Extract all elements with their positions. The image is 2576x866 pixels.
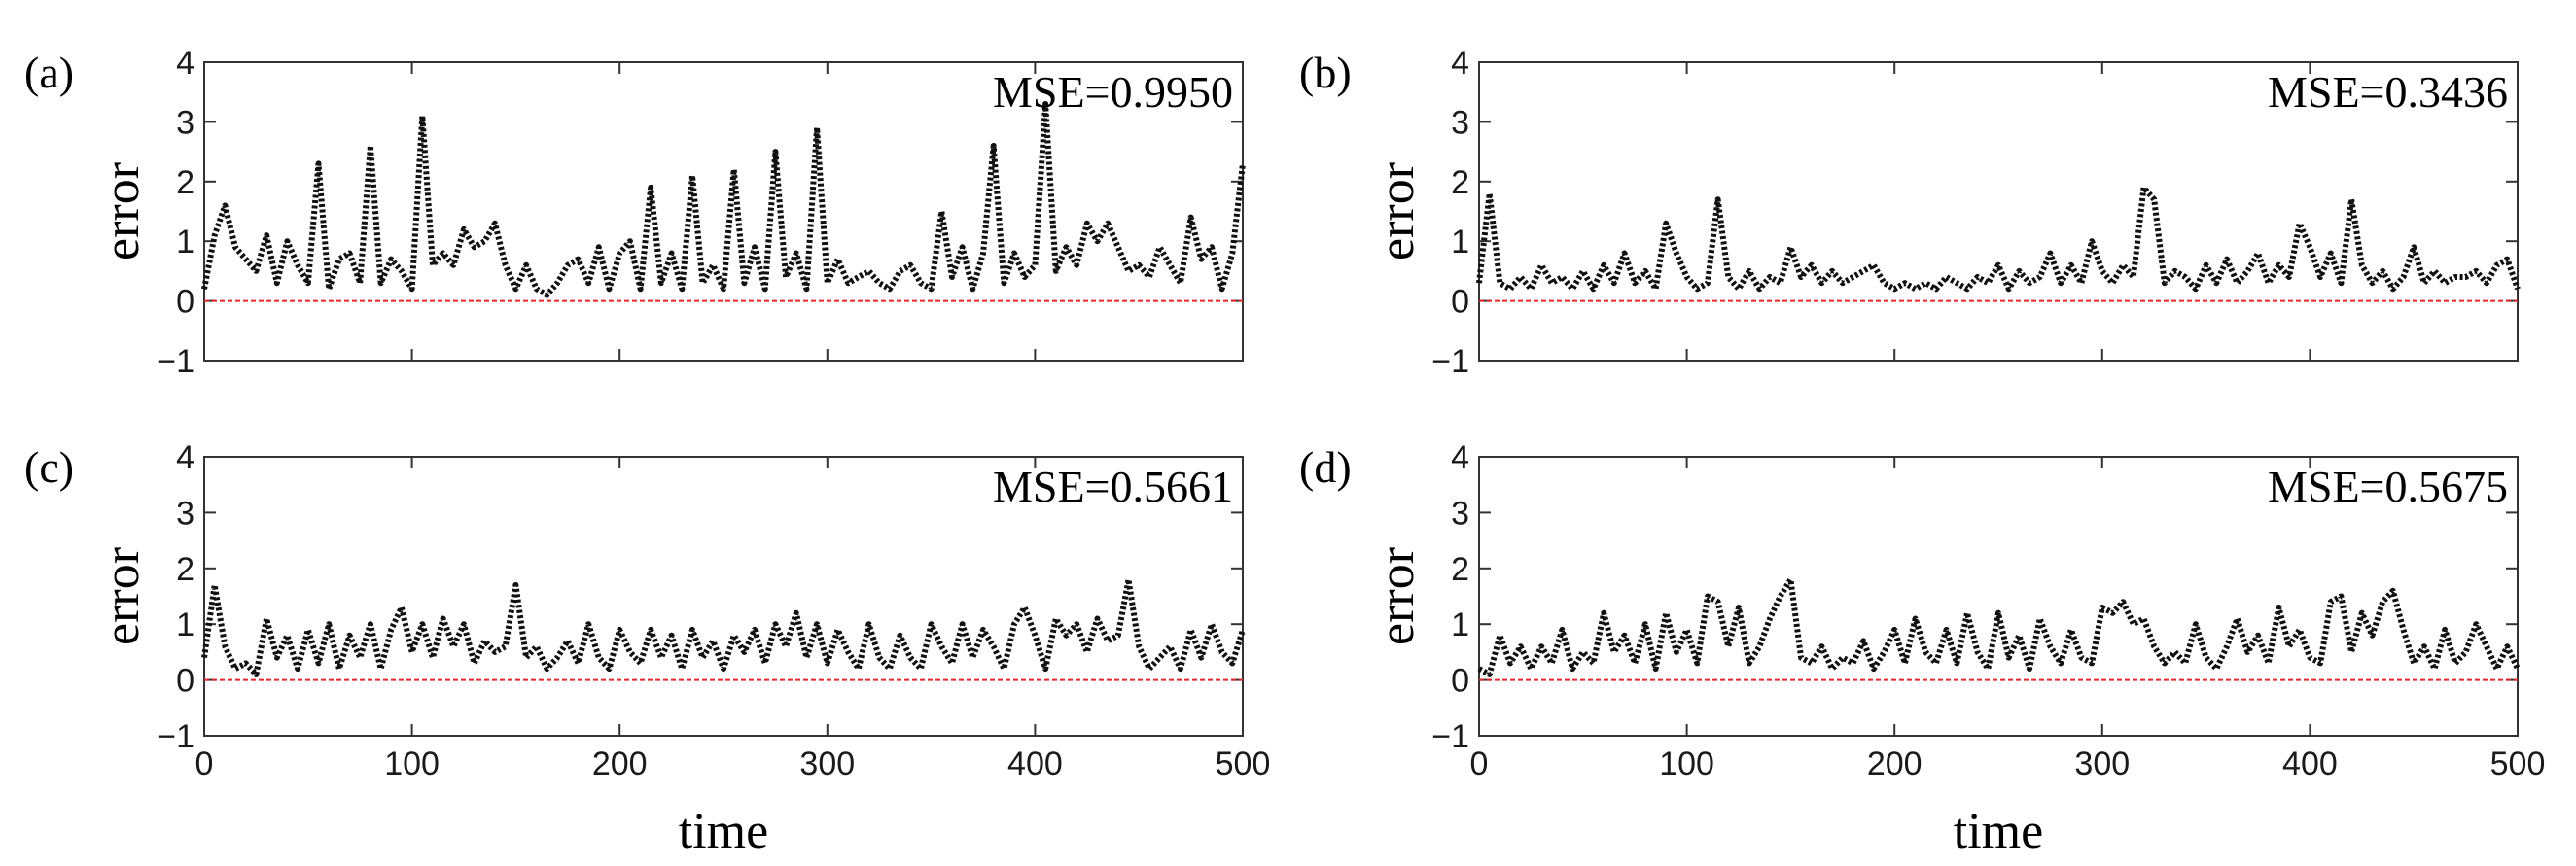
x-tick-label: 200: [592, 745, 648, 782]
panel-a: 4 3 2 1 0 −1 (a) MSE=0.9950 error: [24, 45, 1246, 380]
mse-annotation: MSE=0.9950: [993, 67, 1233, 117]
y-tick-label: 2: [1451, 164, 1469, 201]
series-line-error: [1476, 184, 2521, 293]
mse-annotation: MSE=0.5661: [993, 462, 1233, 511]
axes-frame: [203, 61, 1244, 362]
x-tick-label: 500: [2490, 745, 2546, 782]
y-tick-label: 1: [1451, 224, 1469, 260]
y-tick-label: 1: [176, 224, 194, 260]
y-axis-label: error: [1369, 162, 1425, 260]
y-tick-label: 3: [1451, 104, 1469, 141]
x-tick-label: 100: [384, 745, 440, 782]
axes-frame: [1478, 456, 2519, 737]
y-axis-label: error: [94, 162, 150, 260]
panel-label: (d): [1299, 442, 1352, 492]
axes-frame: [1478, 61, 2519, 362]
panel-label: (b): [1299, 48, 1352, 97]
panel-b: 4 3 2 1 0 −1 (b) MSE=0.3436 error: [1299, 45, 2521, 380]
y-tick-label: 3: [1451, 495, 1469, 532]
y-tick-label: 2: [176, 164, 194, 201]
y-tick-label: 4: [1451, 439, 1469, 476]
axes-frame: [203, 456, 1244, 737]
x-axis-label: time: [1954, 804, 2043, 859]
y-tick-label: 1: [176, 606, 194, 643]
y-tick-label: 2: [1451, 551, 1469, 588]
y-tick-label: −1: [157, 343, 194, 380]
x-tick-label: 400: [2282, 745, 2338, 782]
x-axis-label: time: [679, 804, 768, 859]
y-tick-label: 4: [176, 439, 194, 476]
series-line-error: [1477, 576, 2521, 677]
y-tick-label: 0: [1451, 663, 1469, 700]
x-tick-label: 0: [1470, 745, 1489, 782]
y-axis-label: error: [1369, 547, 1425, 645]
mse-annotation: MSE=0.3436: [2268, 67, 2508, 117]
mse-annotation: MSE=0.5675: [2268, 462, 2508, 511]
y-tick-label: 3: [176, 104, 194, 141]
y-tick-label: 2: [176, 551, 194, 588]
panel-label: (c): [24, 442, 74, 492]
y-tick-label: 1: [1451, 606, 1469, 643]
y-tick-label: −1: [1431, 718, 1469, 755]
y-tick-label: 3: [176, 495, 194, 532]
x-tick-label: 100: [1659, 745, 1714, 782]
series-line-error: [201, 576, 1246, 677]
x-tick-label: 200: [1867, 745, 1923, 782]
y-tick-label: −1: [1431, 343, 1469, 380]
y-tick-label: 0: [176, 284, 194, 321]
x-tick-label: 0: [195, 745, 214, 782]
series-line-error: [201, 101, 1246, 298]
x-tick-label: 300: [799, 745, 855, 782]
y-tick-label: −1: [157, 718, 194, 755]
x-tick-label: 500: [1216, 745, 1271, 782]
x-tick-label: 400: [1007, 745, 1063, 782]
y-tick-label: 0: [176, 663, 194, 700]
y-tick-label: 4: [176, 45, 194, 82]
y-axis-label: error: [94, 547, 150, 645]
y-tick-label: 4: [1451, 45, 1469, 82]
y-tick-label: 0: [1451, 284, 1469, 321]
panel-label: (a): [24, 48, 74, 97]
x-tick-label: 300: [2074, 745, 2130, 782]
